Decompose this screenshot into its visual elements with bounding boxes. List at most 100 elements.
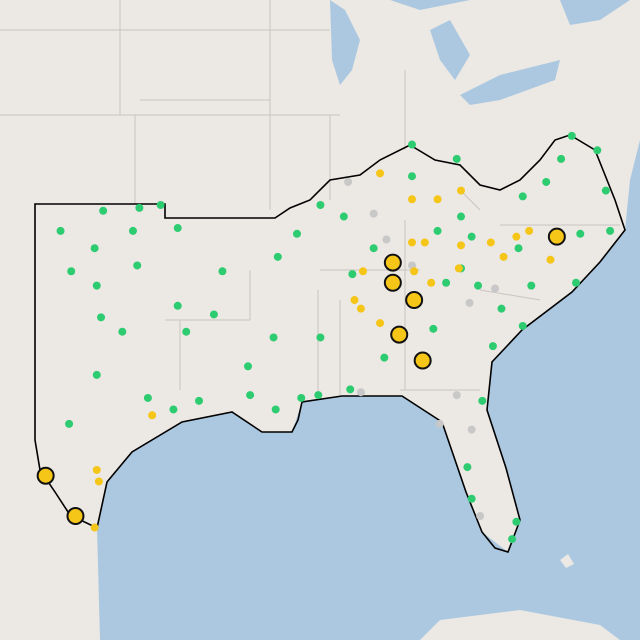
state-borders	[0, 0, 620, 395]
large-marker	[383, 273, 402, 292]
yellow-marker	[454, 264, 463, 273]
yellow-marker	[433, 195, 442, 204]
large-marker	[36, 466, 55, 485]
green-marker	[218, 267, 227, 276]
green-marker	[567, 131, 576, 140]
green-marker	[488, 342, 497, 351]
green-marker	[601, 186, 610, 195]
gray-marker	[435, 419, 444, 428]
green-marker	[209, 310, 218, 319]
large-marker	[66, 507, 85, 526]
green-marker	[156, 201, 165, 209]
gray-marker	[382, 235, 391, 244]
green-marker	[346, 385, 355, 394]
yellow-marker	[457, 241, 465, 250]
green-marker	[572, 278, 581, 287]
yellow-marker	[512, 232, 521, 241]
large-marker	[405, 291, 424, 310]
green-marker	[408, 140, 417, 149]
green-marker	[467, 494, 476, 503]
green-marker	[452, 154, 461, 163]
green-marker	[463, 463, 472, 472]
green-marker	[128, 226, 137, 235]
gray-marker	[452, 391, 461, 400]
yellow-marker	[486, 238, 495, 247]
green-marker	[497, 304, 506, 313]
green-marker	[457, 212, 465, 221]
gray-marker	[369, 209, 378, 218]
green-marker	[97, 313, 106, 322]
green-marker	[433, 226, 442, 235]
yellow-marker	[359, 267, 368, 276]
yellow-marker	[525, 226, 534, 235]
yellow-marker	[408, 195, 417, 204]
yellow-marker	[148, 411, 157, 420]
large-marker	[547, 227, 566, 246]
green-marker	[99, 206, 108, 215]
green-marker	[65, 419, 74, 428]
green-marker	[380, 353, 389, 362]
green-marker	[316, 201, 325, 209]
green-marker	[527, 281, 536, 290]
green-marker	[593, 146, 602, 155]
green-marker	[467, 232, 476, 241]
green-marker	[195, 396, 204, 405]
great-lakes	[330, 0, 630, 105]
yellow-marker	[410, 267, 419, 276]
green-marker	[246, 391, 255, 400]
green-marker	[292, 229, 301, 238]
green-marker	[92, 281, 101, 290]
green-marker	[169, 405, 178, 414]
yellow-marker	[350, 296, 359, 305]
green-marker	[474, 281, 483, 290]
gray-marker	[356, 388, 365, 397]
yellow-marker	[376, 169, 385, 178]
green-marker	[508, 535, 517, 544]
green-marker	[244, 362, 252, 371]
green-marker	[514, 244, 523, 253]
large-marker	[413, 351, 432, 370]
green-marker	[408, 172, 417, 181]
green-marker	[339, 212, 348, 221]
green-marker	[118, 327, 127, 336]
yellow-marker	[94, 477, 103, 486]
green-marker	[316, 333, 325, 342]
green-marker	[442, 278, 451, 287]
yellow-marker	[420, 238, 429, 247]
green-marker	[314, 391, 323, 400]
yellow-marker	[90, 523, 99, 532]
large-marker	[383, 253, 402, 272]
gray-marker	[344, 177, 353, 186]
green-marker	[557, 154, 566, 163]
green-marker	[56, 226, 65, 235]
green-marker	[92, 370, 101, 379]
gray-marker	[467, 425, 476, 434]
yellow-marker	[92, 465, 101, 474]
green-marker	[182, 327, 191, 336]
gray-marker	[491, 284, 500, 293]
yellow-marker	[427, 278, 436, 287]
gray-marker	[465, 298, 474, 307]
green-marker	[297, 393, 306, 402]
green-marker	[518, 192, 527, 201]
green-marker	[135, 203, 144, 212]
green-marker	[90, 244, 99, 253]
region-outline	[34, 134, 626, 553]
green-marker	[518, 321, 527, 330]
gray-marker	[476, 512, 485, 521]
green-marker	[512, 517, 521, 526]
green-marker	[173, 301, 182, 310]
large-marker	[390, 325, 409, 344]
markers	[36, 131, 615, 544]
green-marker	[143, 393, 152, 402]
yellow-marker	[457, 186, 465, 195]
green-marker	[271, 405, 280, 414]
green-marker	[269, 333, 278, 342]
yellow-marker	[408, 238, 417, 247]
yellow-marker	[546, 255, 555, 264]
yellow-marker	[356, 304, 365, 313]
green-marker	[576, 229, 585, 238]
